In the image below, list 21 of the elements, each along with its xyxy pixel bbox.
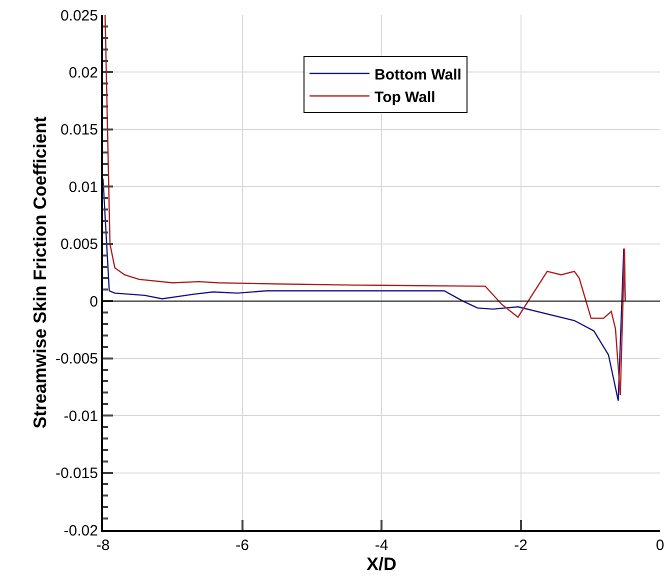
legend-label: Bottom Wall	[374, 66, 462, 84]
line-series	[103, 178, 626, 402]
x-tick-label: -2	[514, 537, 528, 554]
y-tick-label: 0.01	[68, 178, 98, 196]
y-tick-label: -0.02	[64, 522, 98, 540]
x-axis-title: X/D	[366, 554, 397, 574]
y-tick-label: -0.005	[55, 350, 98, 368]
x-tick-label: 0	[656, 537, 664, 554]
x-tick-label: -8	[96, 537, 110, 554]
y-tick-label: 0	[90, 293, 98, 310]
y-tick-label: -0.01	[64, 408, 98, 425]
line-series	[104, 15, 626, 396]
x-tick-label: -4	[374, 537, 388, 554]
legend-label: Top Wall	[374, 88, 436, 106]
y-tick-label: 0.02	[68, 64, 98, 82]
y-tick-label: 0.015	[60, 122, 98, 139]
y-tick-label: -0.015	[55, 465, 98, 482]
y-axis-title: Streamwise Skin Friction Coefficient	[30, 116, 50, 429]
y-tick-label: 0.005	[60, 236, 98, 254]
x-tick-label: -6	[236, 537, 249, 554]
y-tick-label: 0.025	[60, 7, 98, 24]
